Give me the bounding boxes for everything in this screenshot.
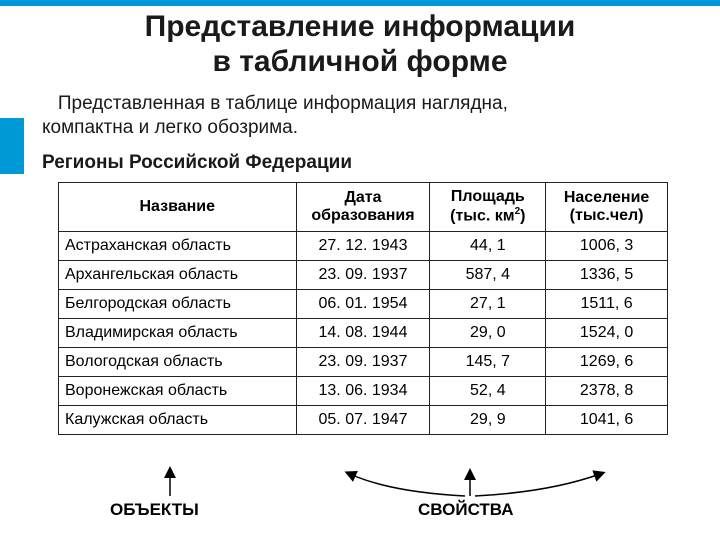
- arrow-objects-icon: [140, 466, 200, 500]
- table-caption: Регионы Российской Федерации: [42, 152, 352, 174]
- cell-date: 23. 09. 1937: [296, 261, 430, 290]
- cell-date: 23. 09. 1937: [296, 348, 430, 377]
- cell-area: 29, 0: [430, 319, 546, 348]
- col-header-date-l1: Дата: [344, 189, 381, 206]
- slide: Представление информации в табличной фор…: [0, 0, 720, 540]
- cell-pop: 1006, 3: [546, 232, 668, 261]
- table-row: Белгородская область 06. 01. 1954 27, 1 …: [59, 290, 668, 319]
- table-body: Астраханская область 27. 12. 1943 44, 1 …: [59, 232, 668, 435]
- cell-name: Воронежская область: [59, 377, 297, 406]
- intro-line-1: Представленная в таблице информация нагл…: [58, 93, 508, 114]
- cell-area: 52, 4: [430, 377, 546, 406]
- cell-date: 06. 01. 1954: [296, 290, 430, 319]
- cell-name: Владимирская область: [59, 319, 297, 348]
- table-row: Астраханская область 27. 12. 1943 44, 1 …: [59, 232, 668, 261]
- cell-pop: 1524, 0: [546, 319, 668, 348]
- col-header-name-l1: Название: [139, 198, 215, 215]
- cell-pop: 1041, 6: [546, 406, 668, 435]
- top-accent-bar: [0, 0, 720, 6]
- table-row: Владимирская область 14. 08. 1944 29, 0 …: [59, 319, 668, 348]
- cell-area: 27, 1: [430, 290, 546, 319]
- col-header-area-l2-post: ): [520, 208, 525, 225]
- table-row: Архангельская область 23. 09. 1937 587, …: [59, 261, 668, 290]
- intro-text: Представленная в таблице информация нагл…: [42, 92, 682, 140]
- cell-pop: 1269, 6: [546, 348, 668, 377]
- cell-name: Вологодская область: [59, 348, 297, 377]
- col-header-date-l2: образования: [311, 207, 414, 224]
- cell-name: Астраханская область: [59, 232, 297, 261]
- cell-area: 587, 4: [430, 261, 546, 290]
- col-header-pop: Население (тыс.чел): [546, 183, 668, 232]
- label-properties: СВОЙСТВА: [418, 500, 514, 520]
- cell-date: 05. 07. 1947: [296, 406, 430, 435]
- table-header-row: Название Дата образования Площадь (тыс. …: [59, 183, 668, 232]
- cell-name: Белгородская область: [59, 290, 297, 319]
- label-objects: ОБЪЕКТЫ: [110, 500, 199, 520]
- col-header-area-l2-pre: (тыс. км: [450, 208, 514, 225]
- col-header-pop-l1: Население: [564, 189, 650, 206]
- table-row: Воронежская область 13. 06. 1934 52, 4 2…: [59, 377, 668, 406]
- cell-pop: 2378, 8: [546, 377, 668, 406]
- cell-date: 27. 12. 1943: [296, 232, 430, 261]
- col-header-date: Дата образования: [296, 183, 430, 232]
- table-wrapper: Название Дата образования Площадь (тыс. …: [58, 182, 668, 435]
- slide-title: Представление информации в табличной фор…: [0, 10, 720, 79]
- cell-area: 44, 1: [430, 232, 546, 261]
- col-header-area: Площадь (тыс. км2): [430, 183, 546, 232]
- arrow-properties-icon: [300, 466, 660, 500]
- table-row: Вологодская область 23. 09. 1937 145, 7 …: [59, 348, 668, 377]
- cell-area: 29, 9: [430, 406, 546, 435]
- cell-date: 13. 06. 1934: [296, 377, 430, 406]
- regions-table: Название Дата образования Площадь (тыс. …: [58, 182, 668, 435]
- left-accent-bar: [0, 118, 24, 174]
- title-line-1: Представление информации: [145, 10, 576, 43]
- col-header-name: Название: [59, 183, 297, 232]
- intro-line-2: компактна и легко обозрима.: [42, 117, 298, 138]
- cell-area: 145, 7: [430, 348, 546, 377]
- cell-name: Архангельская область: [59, 261, 297, 290]
- cell-date: 14. 08. 1944: [296, 319, 430, 348]
- cell-pop: 1511, 6: [546, 290, 668, 319]
- table-row: Калужская область 05. 07. 1947 29, 9 104…: [59, 406, 668, 435]
- title-line-2: в табличной форме: [212, 45, 507, 78]
- col-header-area-l1: Площадь: [451, 188, 525, 205]
- col-header-pop-l2: (тыс.чел): [570, 207, 644, 224]
- cell-name: Калужская область: [59, 406, 297, 435]
- cell-pop: 1336, 5: [546, 261, 668, 290]
